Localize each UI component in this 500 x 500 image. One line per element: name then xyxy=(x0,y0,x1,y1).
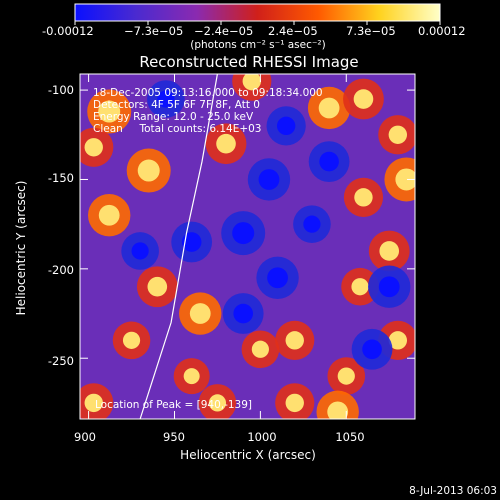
y-tick-label: -100 xyxy=(48,83,74,97)
positive-flux-core xyxy=(388,331,408,350)
annotation-time-range: 18-Dec-2005 09:13:16.000 to 09:18:34.000 xyxy=(93,87,323,99)
negative-flux-core xyxy=(362,339,382,360)
positive-flux-core xyxy=(379,241,400,261)
positive-flux-core xyxy=(285,393,304,413)
negative-flux-core xyxy=(157,90,175,108)
negative-flux-core xyxy=(233,303,254,324)
colorbar xyxy=(74,3,441,22)
negative-flux-core xyxy=(378,276,400,298)
positive-flux-core xyxy=(242,74,261,91)
positive-flux-core xyxy=(147,276,168,297)
positive-flux-core xyxy=(318,97,340,119)
positive-flux-core xyxy=(183,368,200,385)
positive-flux-core xyxy=(208,394,227,412)
x-tick-label: 1000 xyxy=(247,430,276,444)
negative-flux-core xyxy=(276,116,296,136)
negative-flux-core xyxy=(258,169,280,190)
negative-flux-core xyxy=(181,232,202,252)
positive-flux-core xyxy=(353,89,374,109)
positive-flux-core xyxy=(327,401,349,419)
y-tick-label: -250 xyxy=(48,354,74,368)
positive-flux-core xyxy=(216,133,236,154)
colorbar-tick-label: 7.3e−05 xyxy=(346,24,396,38)
positive-flux-core xyxy=(337,367,355,385)
negative-flux-core xyxy=(267,267,288,289)
annotation-peak-location: Location of Peak = [940,-139] xyxy=(95,399,252,411)
solar-limb-line xyxy=(139,74,218,419)
positive-flux-core xyxy=(84,393,103,413)
axis-ticks xyxy=(80,74,415,419)
colorbar-unit-label: (photons cm⁻² s⁻¹ asec⁻²) xyxy=(190,39,325,51)
plot-frame xyxy=(79,73,416,420)
positive-flux-core xyxy=(122,331,141,349)
y-axis-label: Heliocentric Y (arcsec) xyxy=(14,181,28,316)
positive-flux-core xyxy=(285,331,304,350)
colorbar-tick-label: 2.4e−05 xyxy=(268,24,318,38)
negative-flux-core xyxy=(319,151,339,172)
colorbar-ticks xyxy=(74,21,441,25)
positive-flux-core xyxy=(354,188,373,207)
positive-flux-core xyxy=(388,125,408,144)
colorbar-tick-label: −2.4e−05 xyxy=(194,24,253,38)
positive-flux-core xyxy=(351,278,369,296)
x-tick-label: 1050 xyxy=(335,430,364,444)
positive-flux-core xyxy=(98,204,120,226)
y-tick-label: -150 xyxy=(48,171,74,185)
negative-flux-core xyxy=(232,222,255,245)
negative-flux-core xyxy=(131,242,149,260)
annotation-clean-counts: Clean Total counts: 6.14E+03 xyxy=(93,123,262,135)
positive-flux-core xyxy=(137,159,160,182)
positive-flux-core xyxy=(395,168,415,191)
x-tick-label: 900 xyxy=(74,430,96,444)
colorbar-tick-label: −7.3e−05 xyxy=(124,24,183,38)
chart-title: Reconstructed RHESSI Image xyxy=(139,53,358,71)
annotation-energy-range: Energy Range: 12.0 - 25.0 keV xyxy=(93,111,254,123)
y-tick-label: -200 xyxy=(48,263,74,277)
plot-timestamp: 8-Jul-2013 06:03 xyxy=(409,485,497,497)
x-axis-label: Heliocentric X (arcsec) xyxy=(180,448,316,462)
annotation-detectors: Detectors: 4F 5F 6F 7F 8F, Att 0 xyxy=(93,99,260,111)
colorbar-tick-label: -0.00012 xyxy=(42,24,94,38)
x-tick-label: 950 xyxy=(163,430,185,444)
colorbar-tick-label: 0.00012 xyxy=(418,24,466,38)
negative-flux-core xyxy=(303,215,321,233)
positive-flux-core xyxy=(189,303,211,324)
positive-flux-core xyxy=(251,340,269,358)
heatmap-image xyxy=(80,74,415,419)
positive-flux-core xyxy=(98,100,121,123)
positive-flux-core xyxy=(84,138,103,157)
